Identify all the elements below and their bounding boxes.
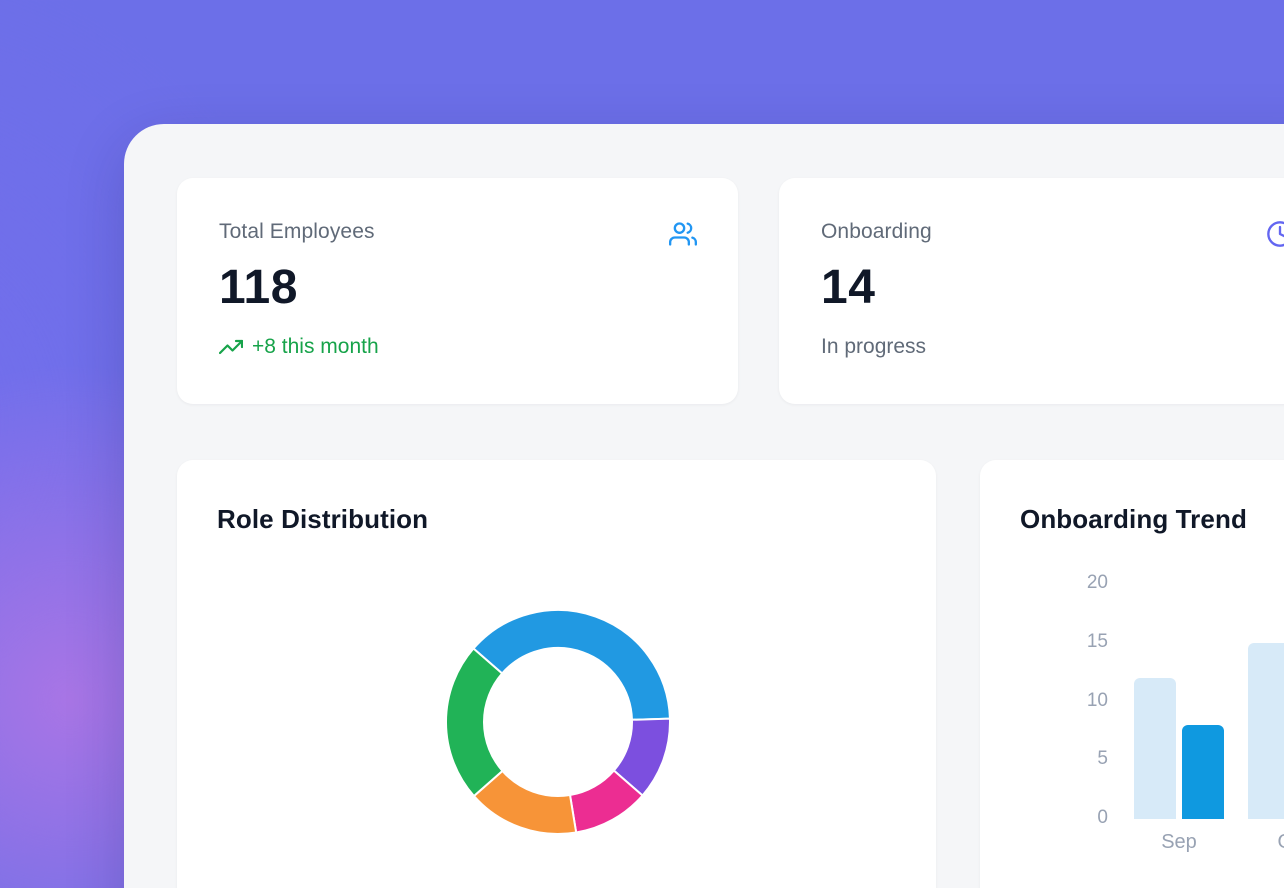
stat-value: 14 — [821, 261, 876, 314]
stat-subtext: In progress — [821, 335, 927, 358]
total-employees-card: Total Employees 118 +8 this month — [177, 178, 738, 404]
y-tick-label: 0 — [1097, 807, 1108, 828]
users-icon — [669, 220, 697, 248]
donut-segment — [472, 608, 671, 721]
bar — [1248, 643, 1284, 819]
y-tick-label: 15 — [1086, 630, 1108, 652]
trending-up-icon — [219, 335, 243, 359]
donut-segment — [445, 647, 504, 798]
stat-label: Onboarding — [821, 220, 932, 243]
x-category-label: Oct — [1248, 831, 1284, 854]
x-category-label: Sep — [1161, 831, 1197, 853]
onboarding-trend-bar-chart: 0 5 10 15 20 Sep Oct — [980, 460, 1284, 888]
y-tick-label: 20 — [1086, 572, 1108, 593]
onboarding-trend-card: Onboarding Trend 0 5 10 15 20 Sep Oct — [980, 460, 1284, 888]
role-distribution-donut-chart — [445, 608, 671, 836]
chart-title: Onboarding Trend — [1020, 504, 1247, 534]
chart-title: Role Distribution — [217, 504, 429, 534]
y-tick-label: 10 — [1086, 689, 1108, 711]
dashboard-panel: Total Employees 118 +8 this month Onboar… — [124, 124, 1284, 888]
stat-value: 118 — [219, 261, 298, 314]
stat-delta: +8 this month — [219, 335, 696, 359]
bar — [1182, 725, 1224, 819]
stat-delta-text: +8 this month — [252, 335, 379, 358]
role-distribution-card: Role Distribution — [177, 460, 936, 888]
y-tick-label: 5 — [1097, 748, 1108, 770]
bar — [1134, 678, 1176, 819]
stat-label: Total Employees — [219, 220, 375, 243]
clock-icon — [1266, 220, 1284, 248]
onboarding-card: Onboarding 14 In progress — [779, 178, 1284, 404]
